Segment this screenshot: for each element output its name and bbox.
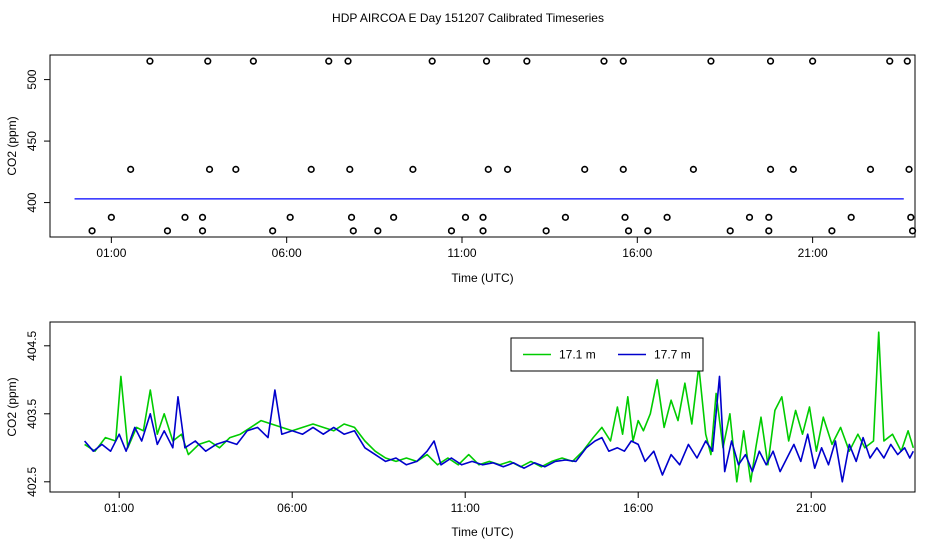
calibration-point — [344, 57, 352, 65]
calibration-point — [307, 165, 315, 173]
calibration-point — [726, 227, 734, 235]
figure-title: HDP AIRCOA E Day 151207 Calibrated Times… — [332, 11, 604, 25]
calibration-point — [745, 213, 754, 221]
calibration-point — [479, 227, 487, 235]
calibration-point — [390, 213, 398, 221]
plot-frame — [49, 321, 916, 493]
calibration-point — [482, 57, 491, 65]
calibration-point — [146, 57, 154, 65]
calibration-point — [374, 227, 382, 235]
calibration-point — [619, 165, 627, 173]
calibration-point — [503, 165, 512, 173]
x-axis-label: Time (UTC) — [451, 271, 513, 285]
y-axis-label: CO2 (ppm) — [5, 116, 19, 175]
calibration-point — [269, 227, 277, 235]
calibration-point — [847, 213, 855, 221]
calibration-point — [198, 213, 207, 221]
calibration-point — [689, 165, 698, 173]
calibration-point — [347, 213, 356, 221]
calibration-point — [624, 227, 633, 235]
series-line-blue — [83, 375, 915, 483]
calibration-point — [107, 213, 115, 221]
y-tick-label: 450 — [25, 131, 39, 151]
calibration-point — [903, 57, 911, 65]
legend-label: 17.7 m — [654, 348, 691, 362]
calibration-point — [349, 227, 357, 235]
x-tick-label: 01:00 — [96, 246, 126, 260]
x-tick-label: 16:00 — [623, 501, 653, 515]
calibration-point — [765, 227, 773, 235]
calibration-point — [644, 227, 652, 235]
calibration-point — [181, 213, 189, 221]
y-tick-label: 404.5 — [25, 330, 39, 360]
calibration-point — [561, 213, 570, 221]
calibration-point — [600, 57, 608, 65]
calibration-point — [766, 57, 775, 65]
calibration-point — [428, 57, 436, 65]
calibration-point — [286, 213, 294, 221]
calibration-point — [325, 57, 333, 65]
calibration-point — [204, 57, 212, 65]
calibration-point — [809, 57, 817, 65]
calibration-point — [447, 227, 456, 235]
y-tick-label: 500 — [25, 69, 39, 89]
calibration-point — [663, 213, 671, 221]
y-axis-label: CO2 (ppm) — [5, 377, 19, 436]
calibration-point — [621, 213, 629, 221]
calibration-point — [886, 57, 894, 65]
x-tick-label: 16:00 — [622, 246, 652, 260]
calibration-point — [484, 165, 492, 173]
calibration-point — [249, 57, 257, 65]
y-tick-label: 400 — [25, 192, 39, 212]
calibration-point — [908, 227, 917, 235]
calibration-point — [789, 165, 797, 173]
calibration-point — [461, 213, 470, 221]
calibration-point — [907, 213, 915, 221]
x-tick-label: 21:00 — [796, 501, 826, 515]
calibration-point — [232, 165, 240, 173]
y-tick-label: 402.5 — [25, 466, 39, 496]
calibration-point — [163, 227, 172, 235]
calibration-point — [479, 213, 487, 221]
x-tick-label: 11:00 — [451, 501, 480, 515]
calibration-point — [523, 57, 531, 65]
x-axis-label: Time (UTC) — [451, 525, 513, 539]
y-tick-label: 403.5 — [25, 398, 39, 428]
calibration-point — [581, 165, 589, 173]
x-tick-label: 06:00 — [272, 246, 302, 260]
calibration-point — [707, 57, 715, 65]
calibration-point — [905, 165, 913, 173]
calibration-point — [765, 213, 773, 221]
calibration-point — [409, 165, 417, 173]
calibration-point — [828, 227, 836, 235]
calibration-point — [866, 165, 875, 173]
legend-label: 17.1 m — [559, 348, 596, 362]
x-tick-label: 01:00 — [104, 501, 134, 515]
calibration-point — [88, 227, 96, 235]
calibration-point — [205, 165, 214, 173]
x-tick-label: 21:00 — [798, 246, 828, 260]
calibration-point — [542, 227, 550, 235]
calibration-point — [198, 227, 207, 235]
calibration-point — [766, 165, 775, 173]
plot-frame — [49, 54, 916, 238]
calibration-point — [127, 165, 135, 173]
series-line-green — [84, 331, 915, 483]
calibration-point — [619, 57, 627, 65]
x-tick-label: 11:00 — [447, 246, 476, 260]
calibration-point — [346, 165, 354, 173]
x-tick-label: 06:00 — [277, 501, 307, 515]
